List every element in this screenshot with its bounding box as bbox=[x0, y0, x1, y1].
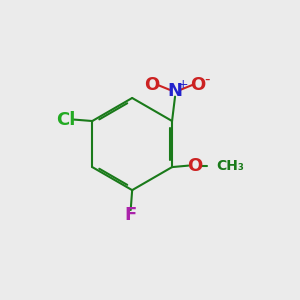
Text: F: F bbox=[124, 206, 137, 224]
Text: +: + bbox=[177, 78, 188, 91]
Text: -: - bbox=[204, 72, 210, 87]
Text: O: O bbox=[190, 76, 206, 94]
Text: CH₃: CH₃ bbox=[216, 159, 244, 172]
Text: Cl: Cl bbox=[56, 110, 75, 128]
Text: O: O bbox=[144, 76, 160, 94]
Text: N: N bbox=[167, 82, 182, 100]
Text: O: O bbox=[187, 157, 202, 175]
